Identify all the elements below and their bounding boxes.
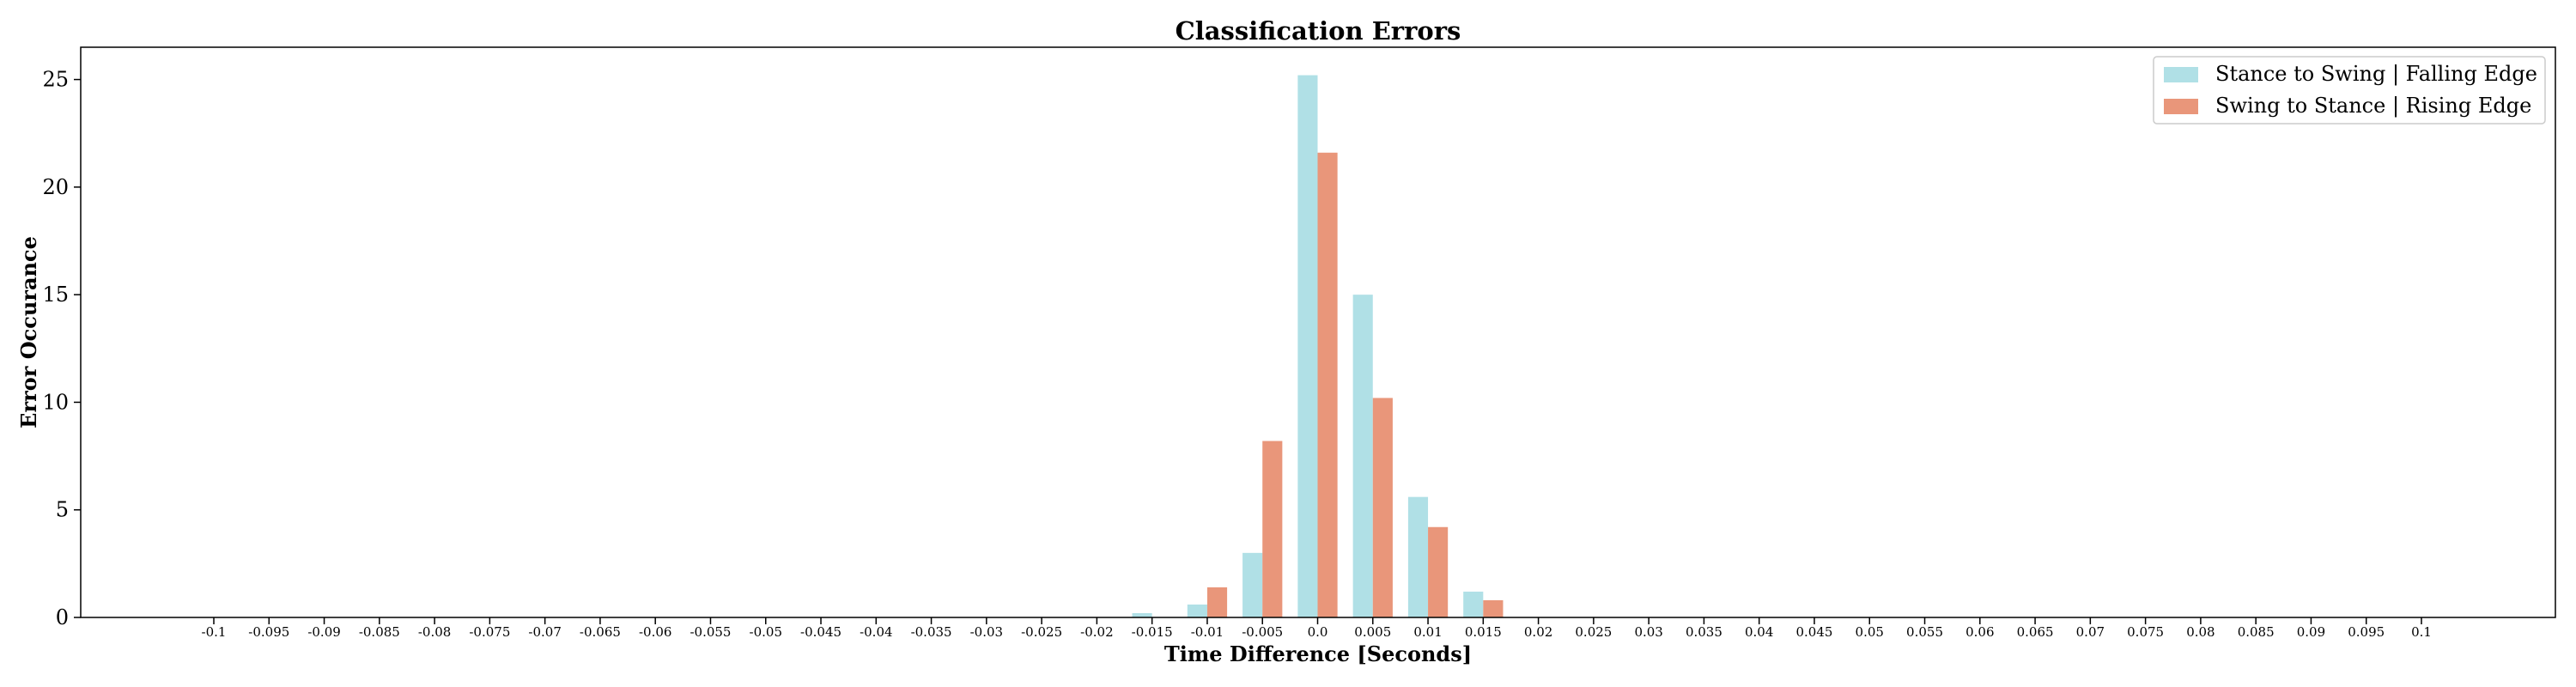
legend-box [2153,56,2546,125]
x-axis: -0.1 -0.095 -0.09 -0.085 -0.08 -0.075 -0.07 -0.… [202,617,2432,640]
x-tick-label: 0.095 [2348,624,2385,640]
x-tick-label: 0.055 [1906,624,1943,640]
bar [1407,496,1429,617]
legend: Stance to Swing | Falling Edge Swing to S… [2153,56,2546,125]
x-tick-label: 0.08 [2186,624,2215,640]
x-tick-label: -0.04 [860,624,892,640]
x-tick-label: -0.095 [248,624,289,640]
x-tick-label: 0.035 [1686,624,1722,640]
bar [1297,75,1318,617]
x-tick-label: -0.08 [418,624,451,640]
x-tick-label: -0.025 [1021,624,1062,640]
y-tick-label: 0 [56,605,69,629]
x-tick-label: 0.005 [1354,624,1391,640]
x-tick-label: 0.03 [1634,624,1662,640]
x-tick-label: 0.01 [1413,624,1442,640]
x-tick-label: -0.1 [202,624,227,640]
x-tick-label: -0.05 [750,624,782,640]
x-tick-label: 0.02 [1524,624,1552,640]
x-tick-label: 0.075 [2127,624,2164,640]
x-tick-label: -0.075 [469,624,510,640]
x-tick-label: 0.07 [2076,624,2105,640]
x-tick-label: -0.035 [911,624,952,640]
bar [1262,441,1283,617]
x-tick-label: 0.06 [1965,624,1994,640]
x-tick-label: 0.045 [1795,624,1832,640]
x-tick-label: -0.045 [800,624,841,640]
y-tick-label: 25 [42,68,69,92]
legend-swatch [2164,67,2198,82]
legend-label: Swing to Stance | Rising Edge [2215,94,2531,119]
x-axis-label: Time Difference [Seconds] [1164,641,1472,666]
x-tick-label: -0.03 [970,624,1003,640]
x-tick-label: -0.07 [528,624,561,640]
x-tick-label: -0.065 [580,624,621,640]
x-tick-label: 0.04 [1745,624,1773,640]
x-tick-label: -0.005 [1242,624,1283,640]
bar [1463,591,1484,617]
x-tick-label: 0.015 [1465,624,1502,640]
plot-area [1132,75,1504,618]
bar [1352,295,1373,617]
x-tick-label: -0.01 [1191,624,1224,640]
legend-swatch [2164,99,2198,114]
y-tick-label: 15 [42,283,69,307]
bar [1317,152,1338,618]
bar [1372,398,1393,617]
x-tick-label: 0.05 [1856,624,1884,640]
x-tick-label: -0.02 [1080,624,1113,640]
bar [1242,552,1263,617]
x-tick-label: 0.0 [1308,624,1328,640]
x-tick-label: -0.015 [1132,624,1173,640]
bar [1206,587,1228,617]
x-tick-label: -0.055 [690,624,731,640]
x-tick-label: -0.085 [359,624,400,640]
x-tick-label: 0.1 [2411,624,2432,640]
x-tick-label: 0.09 [2297,624,2325,640]
y-tick-label: 5 [56,498,69,522]
bar [1428,526,1449,617]
x-tick-label: -0.09 [307,624,340,640]
y-axis: 0 5 10 15 20 25 [42,68,81,629]
bar [1132,612,1152,617]
x-tick-label: 0.085 [2238,624,2275,640]
legend-label: Stance to Swing | Falling Edge [2215,62,2537,87]
bar [1187,604,1207,617]
x-tick-label: 0.065 [2017,624,2054,640]
y-tick-label: 20 [42,175,69,199]
y-tick-label: 10 [42,390,69,414]
bar [1483,599,1504,617]
y-axis-label: Error Occurance [16,236,41,429]
x-tick-label: -0.06 [639,624,671,640]
x-tick-label: 0.025 [1575,624,1612,640]
chart-title: Classification Errors [1176,16,1461,46]
